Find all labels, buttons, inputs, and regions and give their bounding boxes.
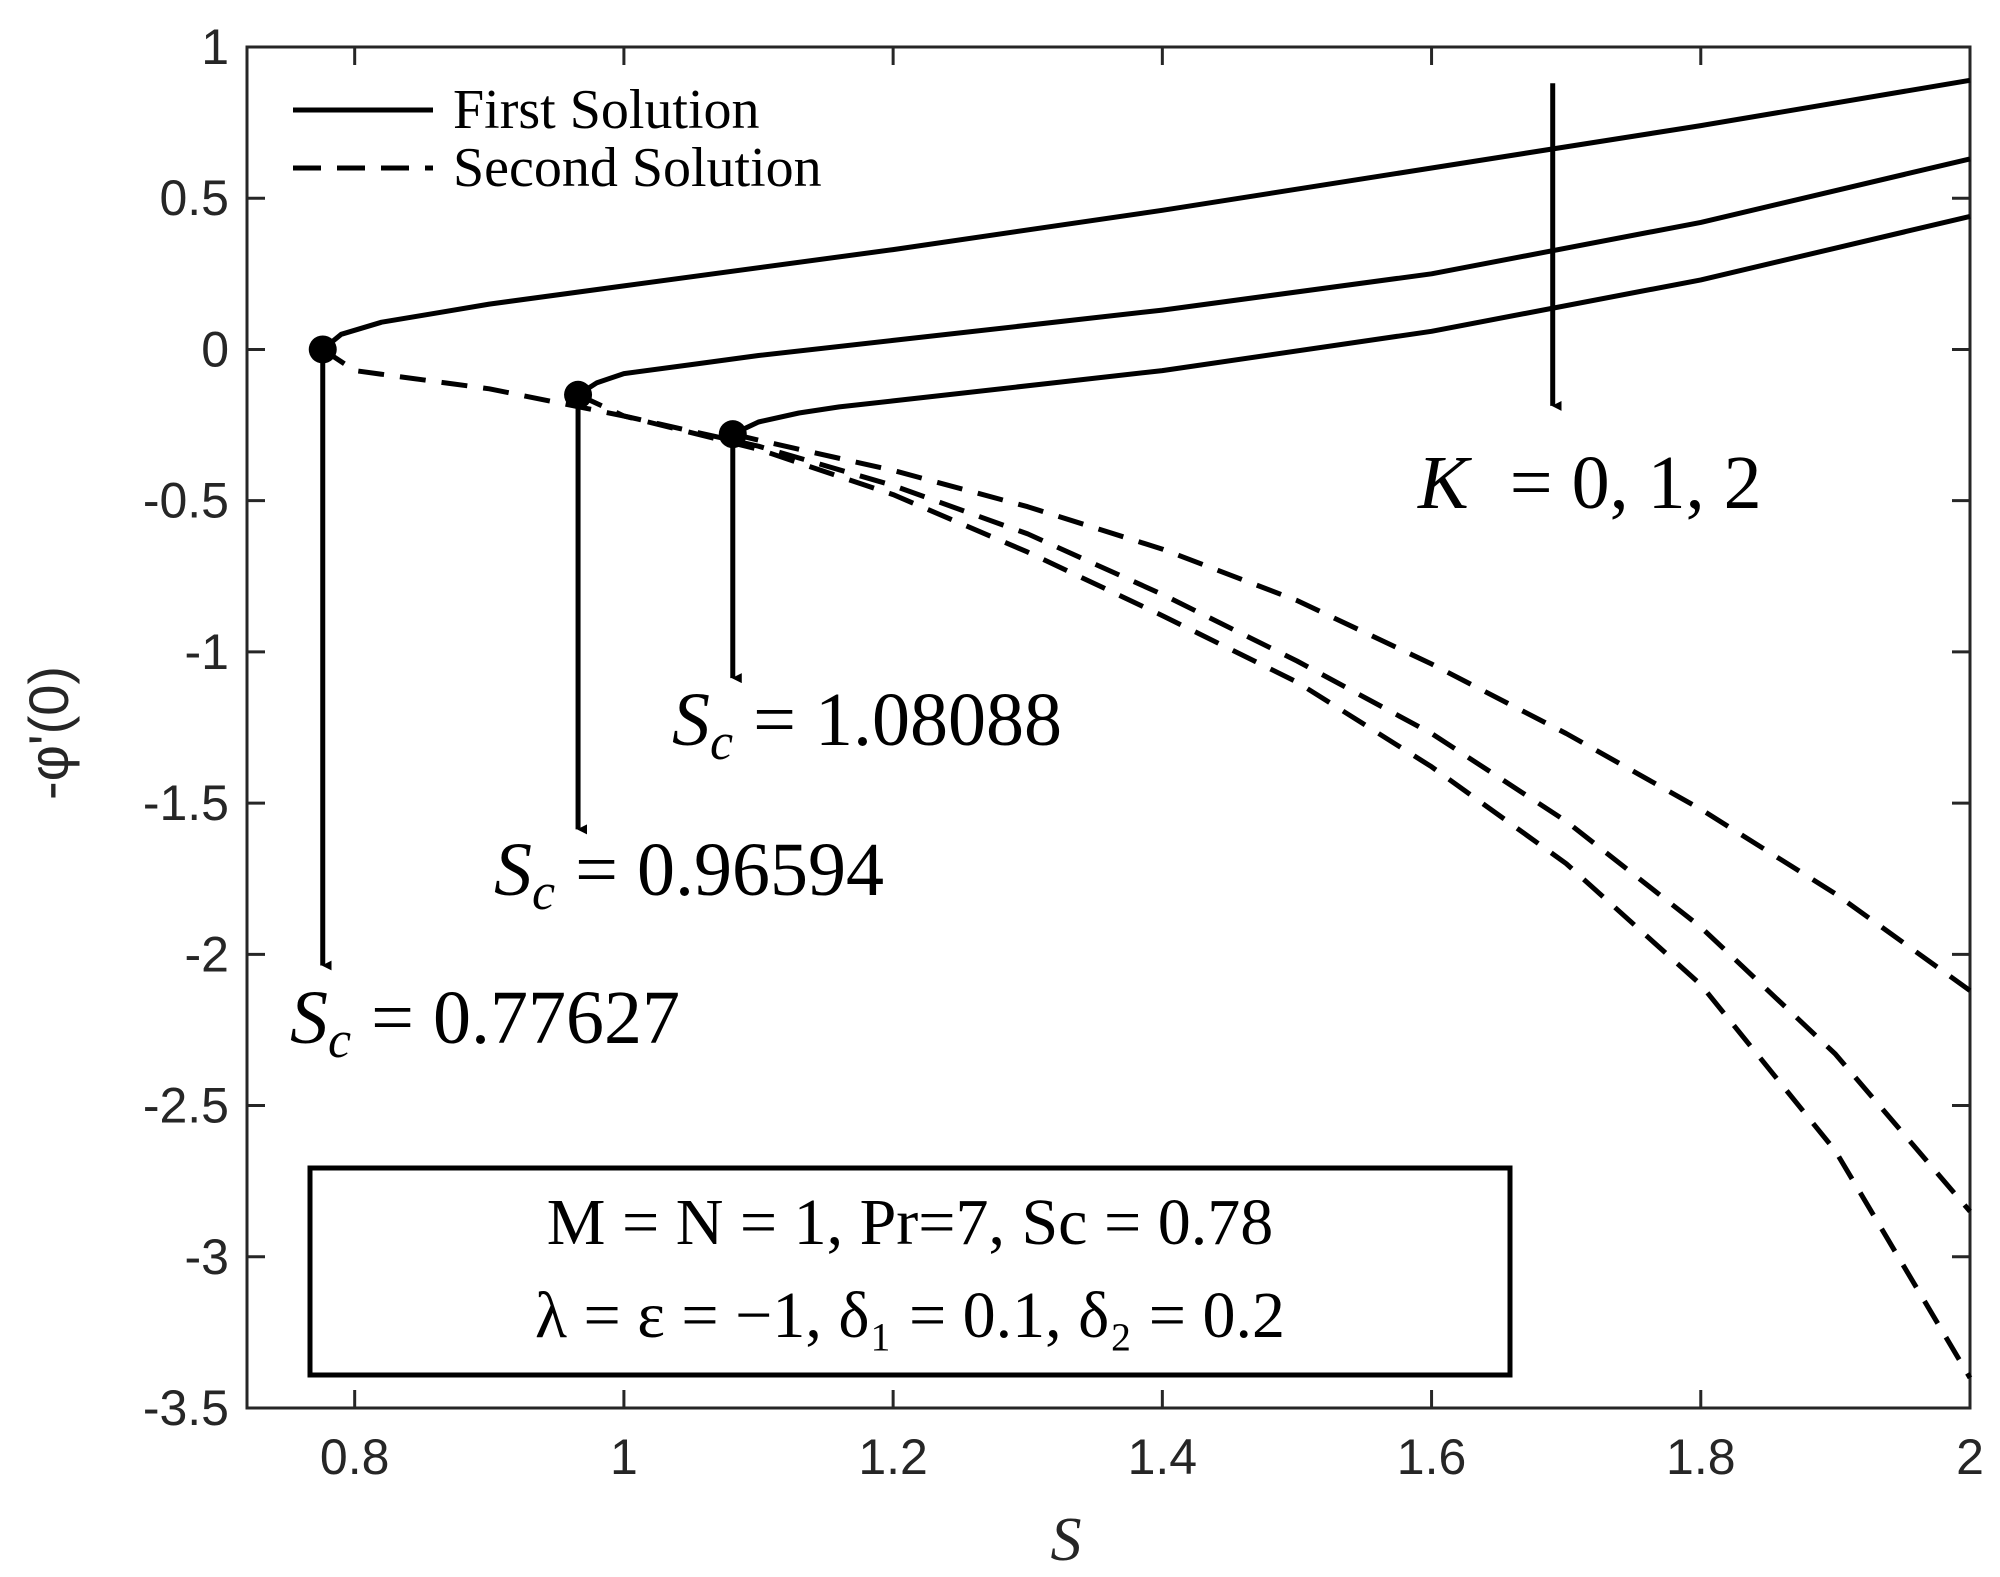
x-tick-label: 1.4: [1128, 1429, 1198, 1485]
y-tick-label: -3.5: [143, 1380, 229, 1436]
sc-label-2-value: = 0.96594: [575, 828, 884, 912]
y-axis-title: -φ'(0): [17, 666, 80, 800]
parameter-line-1: M = N = 1, Pr=7, Sc = 0.78: [547, 1186, 1273, 1259]
parameter-box: M = N = 1, Pr=7, Sc = 0.78 λ = ε = −1, δ…: [307, 1165, 1513, 1378]
y-tick-label: 1: [201, 19, 229, 75]
y-tick-label: -2: [185, 926, 229, 982]
y-tick-label: -0.5: [143, 473, 229, 529]
parameter-line-2: λ = ε = −1, δ₁ = 0.1, δ₂ = 0.2: [535, 1279, 1285, 1352]
sc-label-3-sub: c: [328, 1012, 351, 1069]
x-tick-label: 1.8: [1666, 1429, 1736, 1485]
legend-label-first: First Solution: [453, 79, 760, 141]
sc-label-1-symbol: S: [672, 678, 710, 762]
sc-label-1-sub: c: [710, 714, 733, 771]
sc-label-2: Sc = 0.96594: [494, 828, 884, 921]
y-tick-label: -2.5: [143, 1078, 229, 1134]
k-values: = 0, 1, 2: [1510, 441, 1762, 525]
annotation-layer: [320, 83, 1562, 971]
y-tick-label: -1.5: [143, 775, 229, 831]
y-tick-label: -1: [185, 624, 229, 680]
first-solution-line-1: [321, 77, 1971, 352]
second-solution-line-1: [321, 347, 1973, 1380]
plot-area: 0.8 1 1.2 1.4 1.6 1.8 2 1 0.5 0 -0.5 -1 -1.5 -2 -2.5 -3…: [143, 19, 1984, 1485]
sc-label-1-value: = 1.08088: [753, 678, 1062, 762]
plot-frame: [245, 45, 1972, 1410]
sc-label-1: Sc = 1.08088: [672, 678, 1062, 771]
x-tick-label: 0.8: [320, 1429, 390, 1485]
x-axis-title: S: [1051, 1506, 1082, 1574]
legend: First Solution Second Solution: [293, 79, 822, 199]
second-solution-line-3: [732, 431, 1972, 993]
sc-label-3-symbol: S: [290, 976, 328, 1060]
y-tick-label: 0.5: [159, 170, 229, 226]
k-label: K = 0, 1, 2: [1417, 441, 1762, 525]
x-tick-label: 1.6: [1397, 1429, 1467, 1485]
y-tick-label: -3: [185, 1229, 229, 1285]
x-tick-label: 2: [1956, 1429, 1984, 1485]
series-layer: [321, 77, 1973, 1380]
k-symbol: K: [1417, 441, 1472, 525]
legend-label-second: Second Solution: [453, 137, 822, 199]
first-solution-line-3: [731, 213, 1971, 437]
first-solution-line-2: [576, 156, 1971, 397]
parameter-box-frame: [307, 1165, 1513, 1378]
x-tick-label: 1: [610, 1429, 638, 1485]
sc-label-3-value: = 0.77627: [371, 976, 680, 1060]
sc-label-2-sub: c: [532, 864, 555, 921]
x-tick-label: 1.2: [858, 1429, 928, 1485]
y-tick-label: 0: [201, 321, 229, 377]
second-solution-line-2: [577, 392, 1972, 1214]
sc-label-3: Sc = 0.77627: [290, 976, 680, 1069]
sc-label-2-symbol: S: [494, 828, 532, 912]
